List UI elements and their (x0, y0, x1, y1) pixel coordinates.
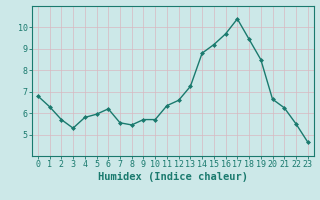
X-axis label: Humidex (Indice chaleur): Humidex (Indice chaleur) (98, 172, 248, 182)
